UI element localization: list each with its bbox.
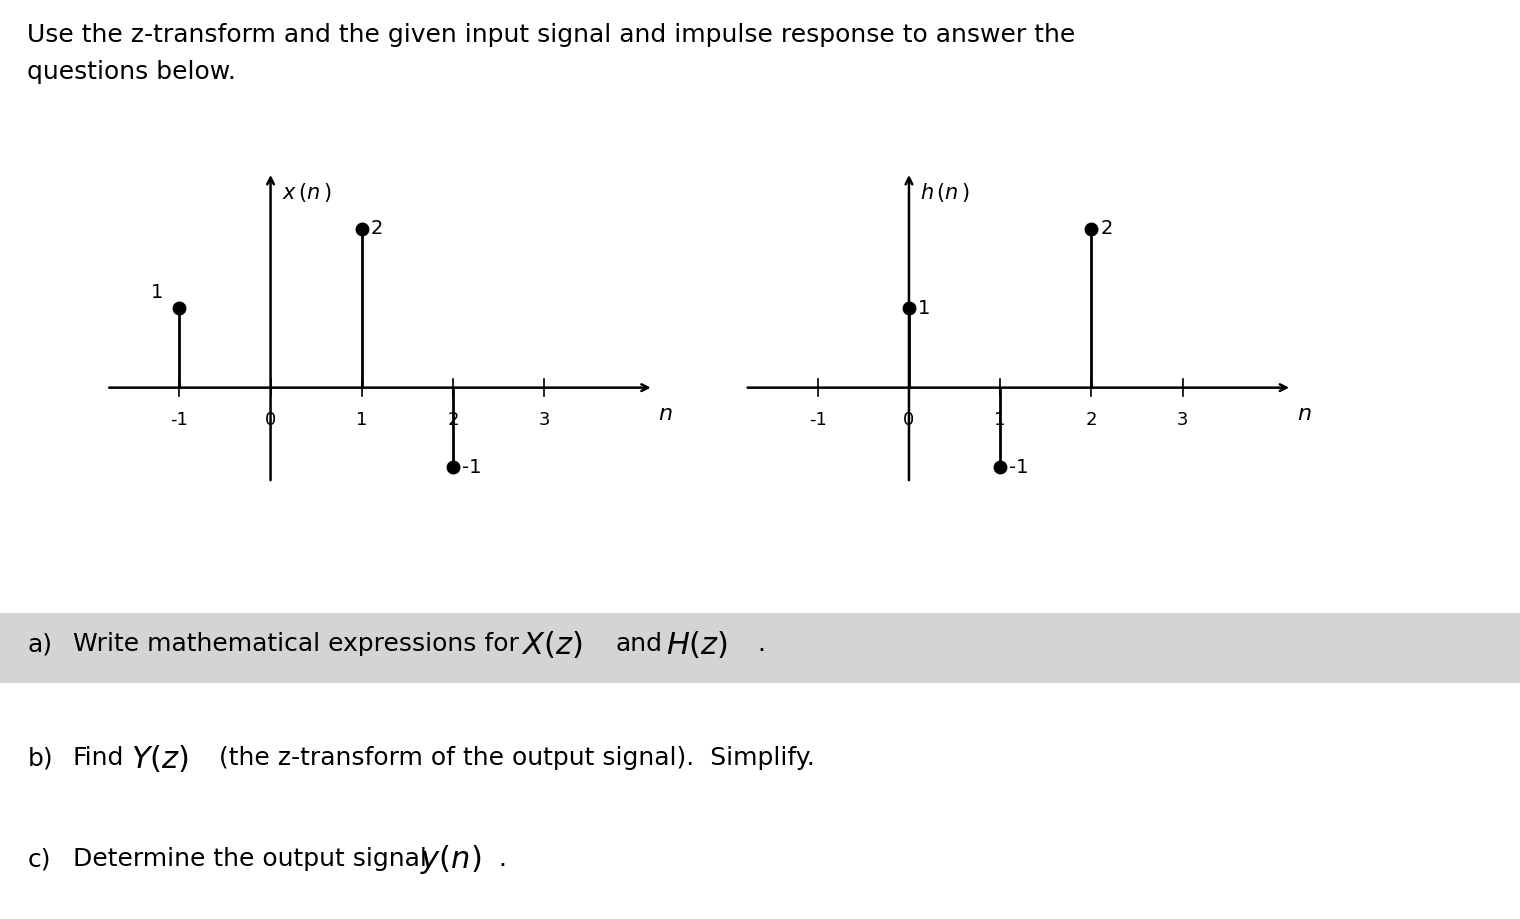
Text: Use the z-transform and the given input signal and impulse response to answer th: Use the z-transform and the given input … <box>27 23 1076 47</box>
Text: $X(z)$: $X(z)$ <box>521 629 582 660</box>
Text: Determine the output signal: Determine the output signal <box>73 847 427 871</box>
Text: 1: 1 <box>150 283 163 302</box>
Text: 0: 0 <box>903 411 915 428</box>
Text: -1: -1 <box>170 411 188 428</box>
Text: -1: -1 <box>1009 458 1029 477</box>
Text: 1: 1 <box>918 299 930 318</box>
Text: -1: -1 <box>462 458 482 477</box>
Text: 2: 2 <box>1085 411 1097 428</box>
Text: c): c) <box>27 847 50 871</box>
Text: (the z-transform of the output signal).  Simplify.: (the z-transform of the output signal). … <box>219 746 815 770</box>
Text: $y(n)$: $y(n)$ <box>420 843 480 876</box>
Text: 1: 1 <box>356 411 368 428</box>
Text: questions below.: questions below. <box>27 60 237 84</box>
Text: $n$: $n$ <box>658 404 673 425</box>
Text: 2: 2 <box>371 220 383 238</box>
Text: .: . <box>499 847 506 871</box>
Text: 1: 1 <box>994 411 1006 428</box>
Text: Find: Find <box>73 746 125 770</box>
Text: a): a) <box>27 632 52 656</box>
Text: and: and <box>616 632 663 656</box>
Text: -1: -1 <box>809 411 827 428</box>
Text: 2: 2 <box>1100 220 1113 238</box>
Text: $n$: $n$ <box>1297 404 1312 425</box>
Text: $x\,(n\,)$: $x\,(n\,)$ <box>281 181 331 204</box>
Text: .: . <box>757 632 765 656</box>
Text: 0: 0 <box>264 411 277 428</box>
Text: $h\,(n\,)$: $h\,(n\,)$ <box>920 181 970 204</box>
Text: Write mathematical expressions for: Write mathematical expressions for <box>73 632 527 656</box>
Text: $Y(z)$: $Y(z)$ <box>131 743 188 774</box>
Text: b): b) <box>27 746 53 770</box>
Text: 3: 3 <box>1176 411 1189 428</box>
Text: 2: 2 <box>447 411 459 428</box>
Text: 3: 3 <box>538 411 550 428</box>
Text: $H(z)$: $H(z)$ <box>666 629 728 660</box>
